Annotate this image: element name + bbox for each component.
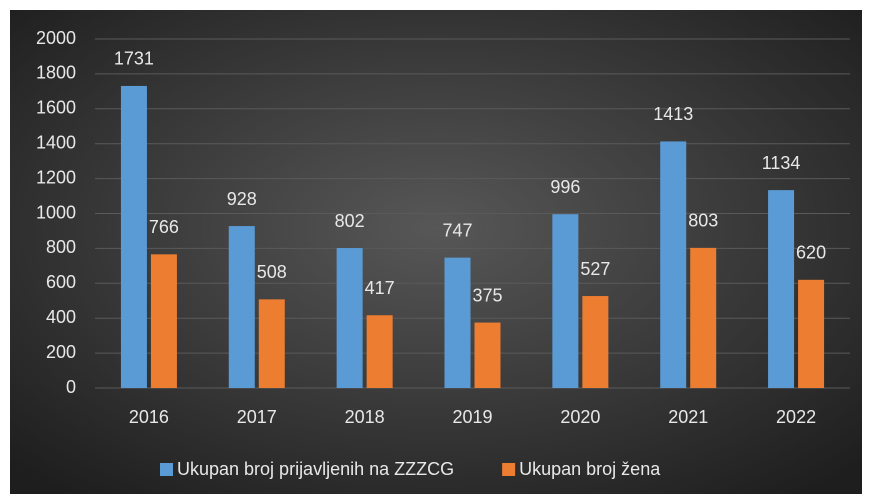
bar xyxy=(150,254,177,388)
legend-swatch xyxy=(160,463,173,476)
bar xyxy=(582,296,609,388)
bar xyxy=(366,315,393,388)
x-tick-label: 2017 xyxy=(237,407,277,427)
bar xyxy=(228,226,255,388)
bar xyxy=(474,322,501,388)
data-label: 375 xyxy=(472,285,502,305)
data-label: 928 xyxy=(227,189,257,209)
data-label: 1134 xyxy=(762,153,801,173)
y-tick-label: 600 xyxy=(46,272,76,292)
data-label: 620 xyxy=(796,243,826,263)
bar xyxy=(798,279,825,388)
x-tick-label: 2020 xyxy=(560,407,600,427)
y-tick-label: 1800 xyxy=(36,63,76,83)
x-tick-label: 2019 xyxy=(452,407,492,427)
y-tick-label: 1200 xyxy=(36,167,76,187)
bar xyxy=(444,257,471,388)
y-tick-label: 800 xyxy=(46,237,76,257)
data-label: 527 xyxy=(580,259,610,279)
data-label: 1413 xyxy=(653,104,693,124)
data-label: 417 xyxy=(365,278,395,298)
data-label: 747 xyxy=(442,220,472,240)
y-tick-label: 2000 xyxy=(36,28,76,48)
data-label: 766 xyxy=(149,217,179,237)
y-tick-label: 1000 xyxy=(36,202,76,222)
y-tick-label: 1400 xyxy=(36,132,76,152)
bar xyxy=(660,141,687,388)
y-tick-label: 400 xyxy=(46,307,76,327)
bar xyxy=(336,248,363,388)
bar xyxy=(552,214,579,388)
y-tick-label: 0 xyxy=(66,377,76,397)
bar xyxy=(120,85,147,389)
x-tick-label: 2018 xyxy=(345,407,385,427)
x-tick-label: 2016 xyxy=(129,407,169,427)
data-label: 996 xyxy=(550,177,580,197)
y-tick-label: 200 xyxy=(46,342,76,362)
data-label: 803 xyxy=(688,211,718,231)
legend-label: Ukupan broj prijavljenih na ZZZCG xyxy=(177,459,454,479)
legend-swatch xyxy=(502,463,516,476)
data-label: 802 xyxy=(335,211,365,231)
background xyxy=(10,10,862,494)
legend-label: Ukupan broj žena xyxy=(519,459,661,479)
x-tick-label: 2022 xyxy=(776,407,816,427)
y-tick-label: 1600 xyxy=(36,98,76,118)
bar xyxy=(768,190,795,388)
bar xyxy=(690,247,717,388)
x-tick-label: 2021 xyxy=(668,407,708,427)
bar xyxy=(258,299,285,388)
data-label: 508 xyxy=(257,262,287,282)
data-label: 1731 xyxy=(114,49,154,69)
